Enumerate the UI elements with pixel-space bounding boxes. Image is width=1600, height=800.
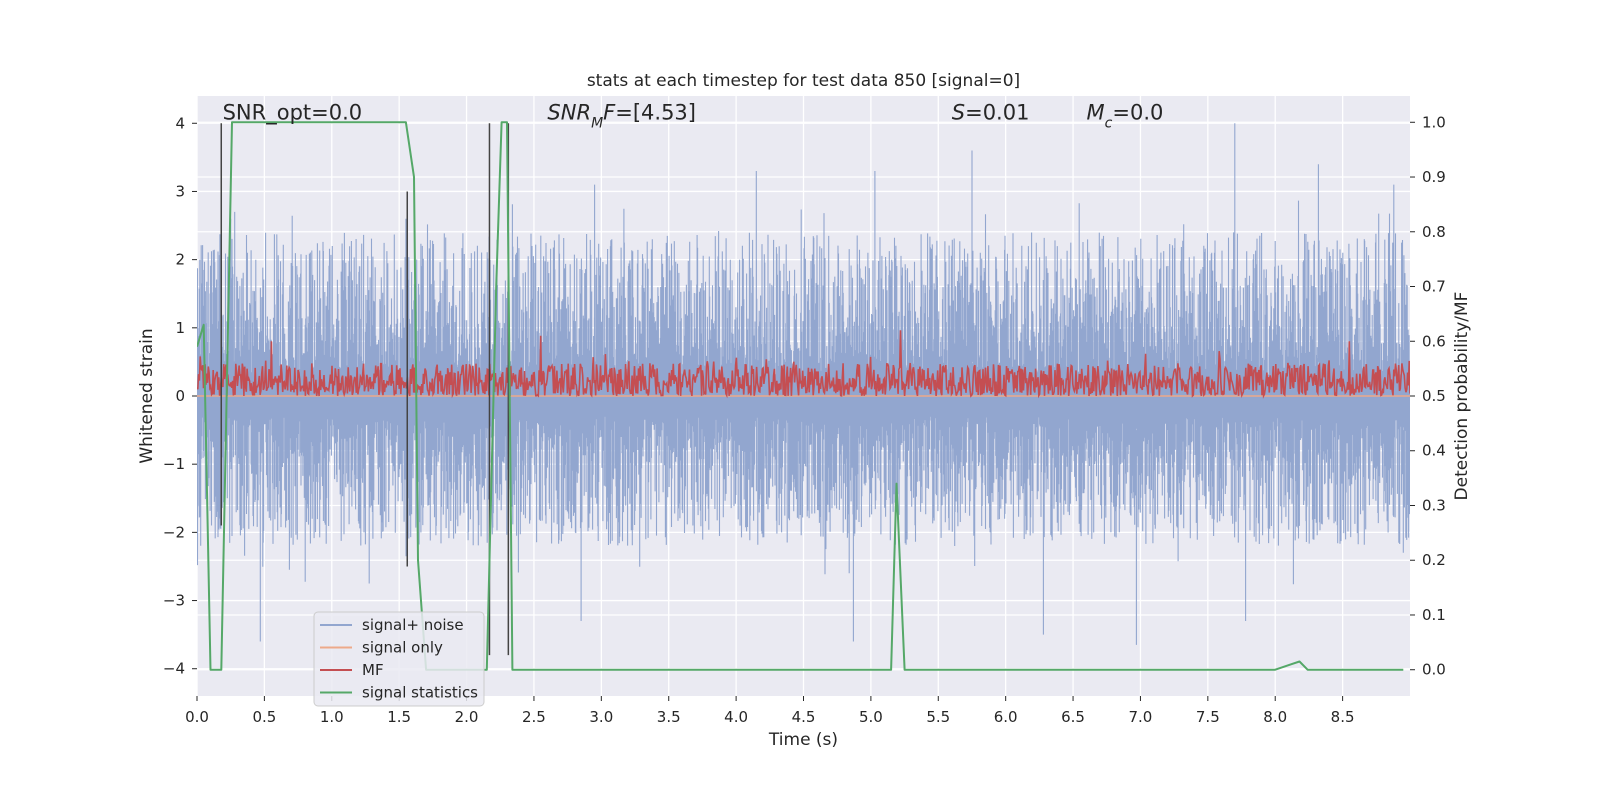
x-tick-label: 0.0 xyxy=(185,708,209,726)
right-y-tick-label: 0.0 xyxy=(1422,661,1446,679)
annotations: SNR_opt=0.0 SNRMF=[4.53] S=0.01 Mc=0.0 xyxy=(223,100,1164,131)
right-y-tick-label: 0.4 xyxy=(1422,442,1446,460)
y-tick-label: −1 xyxy=(163,455,185,473)
signal-noise-series xyxy=(197,123,1410,645)
x-tick-label: 8.0 xyxy=(1263,708,1287,726)
y-axis-label: Whitened strain xyxy=(137,328,157,463)
legend-label: signal statistics xyxy=(362,684,478,702)
x-tick-label: 0.5 xyxy=(252,708,276,726)
right-y-tick-label: 0.5 xyxy=(1422,387,1446,405)
right-y-tick-label: 1.0 xyxy=(1422,113,1446,131)
x-tick-label: 3.5 xyxy=(657,708,681,726)
right-y-tick-label: 0.7 xyxy=(1422,278,1446,296)
annotation-snr_mf: SNRMF=[4.53] xyxy=(547,100,696,131)
y-tick-label: 0 xyxy=(175,387,185,405)
y-tick-label: 1 xyxy=(175,319,185,337)
mf-line xyxy=(197,330,1410,399)
x-tick-label: 5.5 xyxy=(926,708,950,726)
legend-label: MF xyxy=(362,661,384,679)
y-axis-ticks: −4 −3 −2 −1 0 1 2 3 4 xyxy=(163,114,197,678)
x-tick-label: 1.0 xyxy=(320,708,344,726)
legend-box xyxy=(313,611,485,707)
signal-noise-line xyxy=(197,123,1410,645)
x-tick-label: 5.0 xyxy=(859,708,883,726)
plot-layer xyxy=(197,121,1410,671)
right-y-axis-ticks: 0.0 0.1 0.2 0.3 0.4 0.5 0.6 0.7 0.8 0.9 1.0 xyxy=(1410,113,1446,679)
right-y-axis-label: Detection probability/MF xyxy=(1452,292,1472,501)
y-tick-label: −4 xyxy=(163,660,185,678)
x-tick-label: 7.0 xyxy=(1129,708,1153,726)
y-tick-label: 2 xyxy=(175,251,185,269)
x-axis-label: Time (s) xyxy=(768,730,838,750)
x-tick-label: 1.5 xyxy=(387,708,411,726)
chart-title: stats at each timestep for test data 850… xyxy=(587,71,1020,91)
x-tick-label: 6.0 xyxy=(994,708,1018,726)
right-y-tick-label: 0.6 xyxy=(1422,332,1446,350)
x-tick-label: 4.0 xyxy=(724,708,748,726)
annotation-snr_opt: SNR_opt=0.0 xyxy=(223,100,363,125)
legend-label: signal+ noise xyxy=(362,616,464,634)
signal-statistics-line xyxy=(197,121,1404,671)
y-tick-label: −3 xyxy=(163,592,185,610)
right-y-tick-label: 0.9 xyxy=(1422,168,1446,186)
mf-series xyxy=(197,330,1410,399)
x-tick-label: 7.5 xyxy=(1196,708,1220,726)
x-tick-label: 3.0 xyxy=(589,708,613,726)
legend: signal+ noise signal only MF signal statist… xyxy=(313,611,485,707)
annotation-s: S=0.01 xyxy=(952,100,1030,124)
x-tick-label: 4.5 xyxy=(792,708,816,726)
right-y-tick-label: 0.3 xyxy=(1422,496,1446,514)
x-tick-label: 6.5 xyxy=(1061,708,1085,726)
right-y-tick-label: 0.1 xyxy=(1422,606,1446,624)
y-tick-label: −2 xyxy=(163,523,185,541)
x-axis-ticks: 0.0 0.5 1.0 1.5 2.0 2.5 3.0 3.5 4.0 4.5 5.0 5.5 6.0 6… xyxy=(185,696,1355,726)
signal-statistics-series xyxy=(197,121,1404,671)
x-tick-label: 2.5 xyxy=(522,708,546,726)
x-tick-label: 8.5 xyxy=(1331,708,1355,726)
y-tick-label: 4 xyxy=(175,114,185,132)
right-y-tick-label: 0.2 xyxy=(1422,551,1446,569)
legend-label: signal only xyxy=(362,639,443,657)
x-tick-label: 2.0 xyxy=(455,708,479,726)
y-tick-label: 3 xyxy=(175,182,185,200)
annotation-mc: Mc=0.0 xyxy=(1087,100,1164,131)
right-y-tick-label: 0.8 xyxy=(1422,223,1446,241)
